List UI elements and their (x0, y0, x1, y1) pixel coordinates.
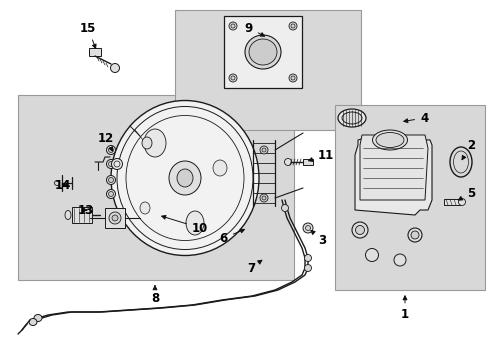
Text: 6: 6 (219, 229, 244, 244)
Ellipse shape (54, 180, 60, 185)
Ellipse shape (337, 109, 365, 127)
Ellipse shape (108, 177, 113, 183)
Ellipse shape (177, 169, 193, 187)
Ellipse shape (111, 100, 259, 256)
Ellipse shape (228, 22, 237, 30)
Ellipse shape (305, 225, 310, 230)
Ellipse shape (244, 35, 281, 69)
Bar (18, 95, 293, 280)
Ellipse shape (108, 192, 113, 197)
Ellipse shape (140, 202, 150, 214)
Ellipse shape (169, 161, 201, 195)
Ellipse shape (262, 148, 265, 152)
Ellipse shape (284, 158, 291, 166)
Ellipse shape (458, 198, 465, 206)
Bar (334, 105, 484, 290)
Ellipse shape (228, 74, 237, 82)
Ellipse shape (288, 74, 296, 82)
Text: 7: 7 (246, 260, 261, 274)
Bar (175, 10, 360, 130)
Polygon shape (354, 138, 431, 215)
Ellipse shape (304, 255, 311, 261)
Text: 12: 12 (98, 131, 114, 151)
Ellipse shape (410, 231, 418, 239)
Bar (89, 48, 101, 56)
Text: 11: 11 (308, 149, 334, 162)
Text: 8: 8 (151, 285, 159, 305)
Text: 9: 9 (244, 22, 264, 36)
Ellipse shape (111, 158, 122, 170)
Ellipse shape (112, 215, 118, 221)
Polygon shape (359, 135, 427, 200)
Ellipse shape (351, 222, 367, 238)
Ellipse shape (407, 228, 421, 242)
Text: 10: 10 (162, 215, 208, 234)
Ellipse shape (260, 194, 267, 202)
Ellipse shape (29, 319, 37, 325)
Ellipse shape (281, 204, 288, 212)
Text: 2: 2 (461, 139, 474, 160)
Ellipse shape (375, 132, 403, 148)
Ellipse shape (355, 225, 364, 234)
Ellipse shape (109, 212, 121, 224)
Bar (224, 16, 302, 88)
Ellipse shape (143, 129, 165, 157)
Ellipse shape (365, 248, 378, 261)
Bar (72, 207, 92, 223)
Ellipse shape (372, 130, 407, 150)
Ellipse shape (65, 211, 71, 220)
Ellipse shape (185, 211, 203, 235)
Text: 13: 13 (78, 203, 94, 216)
Ellipse shape (142, 137, 152, 149)
Text: 14: 14 (55, 179, 71, 192)
Ellipse shape (213, 160, 226, 176)
Ellipse shape (262, 196, 265, 200)
Ellipse shape (106, 189, 115, 198)
Ellipse shape (106, 159, 115, 168)
Ellipse shape (106, 145, 115, 154)
Ellipse shape (110, 63, 119, 72)
Text: 5: 5 (457, 186, 474, 200)
Ellipse shape (106, 176, 115, 185)
Ellipse shape (34, 315, 42, 321)
Ellipse shape (108, 162, 113, 166)
Text: 1: 1 (400, 296, 408, 321)
Ellipse shape (341, 112, 361, 124)
Ellipse shape (393, 254, 405, 266)
Ellipse shape (304, 265, 311, 271)
Text: 15: 15 (80, 22, 96, 48)
Text: 3: 3 (310, 230, 325, 247)
Bar (443, 199, 459, 205)
Text: 4: 4 (403, 112, 427, 125)
Bar (105, 208, 125, 228)
Ellipse shape (303, 223, 312, 233)
Ellipse shape (108, 148, 113, 153)
Bar (303, 159, 312, 165)
Ellipse shape (288, 22, 296, 30)
Ellipse shape (248, 39, 276, 65)
Ellipse shape (260, 146, 267, 154)
